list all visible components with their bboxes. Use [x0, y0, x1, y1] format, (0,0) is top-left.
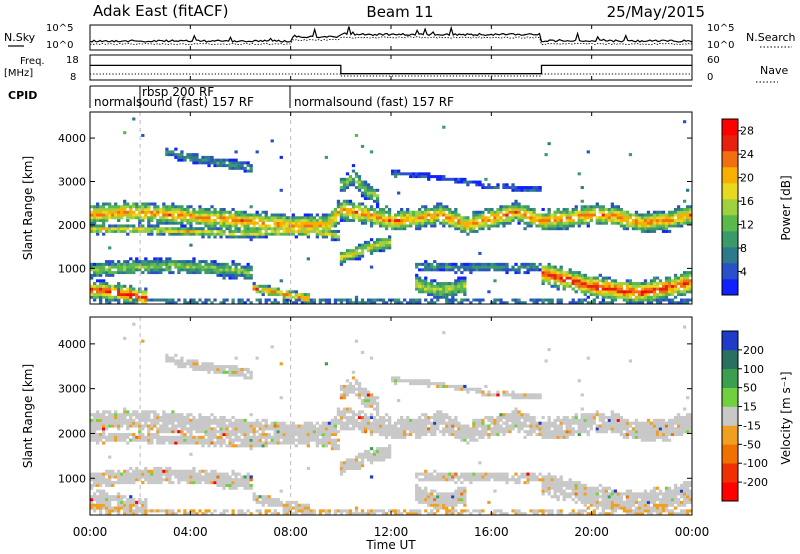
power-colorbar-label: Power [dB] — [779, 175, 793, 240]
y-tick-label: 2000 — [58, 219, 86, 232]
colorbar-swatch — [722, 444, 738, 464]
nsky-series — [89, 25, 693, 43]
freq-unit: [MHz] — [4, 68, 33, 79]
colorbar-swatch — [722, 331, 738, 351]
noise-lines — [89, 25, 693, 46]
colorbar-tick-label: -50 — [743, 438, 761, 451]
x-axis-label: Time UT — [365, 538, 416, 552]
power-colorbar: 4 8 12 16 20 24 28 — [721, 118, 754, 296]
velocity-colorbar: 200 100 50 15 -15 -50 -100 -200 — [721, 330, 768, 502]
frequency-series — [90, 64, 692, 75]
colorbar-tick-label: -100 — [743, 457, 768, 470]
colorbar-tick-label: 15 — [743, 401, 757, 414]
nsearch-series — [89, 36, 693, 46]
x-tick-label: 08:00 — [273, 525, 308, 539]
colorbar-swatch — [722, 279, 738, 296]
colorbar-swatch — [722, 151, 738, 168]
colorbar-tick-label: -15 — [743, 419, 761, 432]
time-axis: 00:00 04:00 08:00 12:00 16:00 20:00 00:00 — [73, 25, 710, 539]
freq-lines — [90, 64, 692, 77]
colorbar-frame — [721, 118, 739, 296]
colorbar-swatch — [722, 167, 738, 184]
colorbar-tick-label: 200 — [743, 344, 764, 357]
colorbar-swatch — [722, 183, 738, 200]
colorbar-swatch — [722, 119, 738, 136]
nave-tick-low: 0 — [707, 72, 713, 83]
cpid-segment-label: normalsound (fast) 157 RF — [94, 95, 254, 109]
colorbar-tick-label: 24 — [740, 148, 754, 161]
colorbar-swatch — [722, 368, 738, 388]
nsearch-label: N.Search — [746, 31, 796, 44]
nsky-label: N.Sky — [4, 31, 36, 44]
colorbar-tick-label: 100 — [743, 363, 764, 376]
nave-tick-high: 60 — [707, 55, 720, 66]
y-tick-label: 1000 — [58, 472, 86, 485]
cpid-segment-label: normalsound (fast) 157 RF — [294, 95, 454, 109]
nave-series — [90, 73, 692, 77]
y-tick-label: 3000 — [58, 383, 86, 396]
velocity-colorbar-label: Velocity [m s⁻¹] — [779, 371, 793, 464]
cpid-segment-label: rbsp 200 RF — [142, 85, 214, 99]
colorbar-swatch — [722, 247, 738, 264]
y-tick-label: 3000 — [58, 176, 86, 189]
y-tick-label: 2000 — [58, 427, 86, 440]
colorbar-swatch — [722, 387, 738, 407]
colorbar-swatch — [722, 463, 738, 483]
colorbar-tick-label: 16 — [740, 195, 754, 208]
x-tick-label: 00:00 — [675, 525, 710, 539]
power-y-label: Slant Range [km] — [21, 156, 35, 260]
velocity-y-label: Slant Range [km] — [21, 364, 35, 468]
colorbar-swatch — [722, 231, 738, 248]
colorbar-tick-label: 8 — [740, 242, 747, 255]
freq-tick-high: 18 — [66, 55, 79, 66]
power-y-axis: 1000 2000 3000 4000 — [58, 132, 692, 275]
velocity-y-axis: 1000 2000 3000 4000 — [58, 338, 692, 485]
colorbar-frame — [721, 330, 739, 502]
x-tick-label: 04:00 — [173, 525, 208, 539]
colorbar-swatch — [722, 215, 738, 232]
x-tick-label: 20:00 — [574, 525, 609, 539]
noise-tick-high-left: 10^5 — [46, 23, 73, 34]
cpid-label: CPID — [8, 89, 37, 102]
y-tick-label: 1000 — [58, 262, 86, 275]
noise-tick-low-right: 10^0 — [707, 40, 734, 51]
velocity-heatmap — [90, 322, 693, 516]
colorbar-tick-label: 50 — [743, 382, 757, 395]
colorbar-swatch — [722, 349, 738, 370]
x-tick-label: 00:00 — [73, 525, 108, 539]
y-tick-label: 4000 — [58, 338, 86, 351]
noise-tick-high-right: 10^5 — [707, 23, 734, 34]
colorbar-swatch — [722, 199, 738, 216]
colorbar-tick-label: 12 — [740, 219, 754, 232]
beam-title: Beam 11 — [366, 3, 433, 21]
freq-label: Freq. — [20, 56, 45, 67]
colorbar-swatch — [722, 263, 738, 280]
colorbar-swatch — [722, 406, 738, 426]
y-tick-label: 4000 — [58, 132, 86, 145]
colorbar-swatch — [722, 482, 738, 502]
x-tick-label: 16:00 — [474, 525, 509, 539]
colorbar-tick-label: 4 — [740, 266, 747, 279]
colorbar-tick-label: 20 — [740, 172, 754, 185]
colorbar-tick-label: -200 — [743, 476, 768, 489]
nave-label: Nave — [760, 64, 788, 77]
freq-tick-low: 8 — [70, 72, 76, 83]
date-title: 25/May/2015 — [607, 3, 705, 21]
x-tick-label: 12:00 — [374, 525, 409, 539]
colorbar-swatch — [722, 135, 738, 152]
power-heatmap — [90, 112, 693, 515]
colorbar-swatch — [722, 425, 738, 445]
colorbar-tick-label: 28 — [740, 125, 754, 138]
station-title: Adak East (fitACF) — [93, 2, 228, 20]
noise-tick-low-left: 10^0 — [46, 40, 73, 51]
